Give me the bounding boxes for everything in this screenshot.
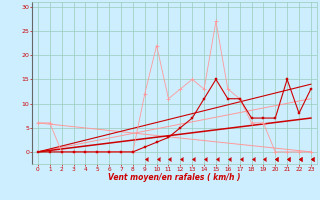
X-axis label: Vent moyen/en rafales ( km/h ): Vent moyen/en rafales ( km/h ) (108, 173, 241, 182)
